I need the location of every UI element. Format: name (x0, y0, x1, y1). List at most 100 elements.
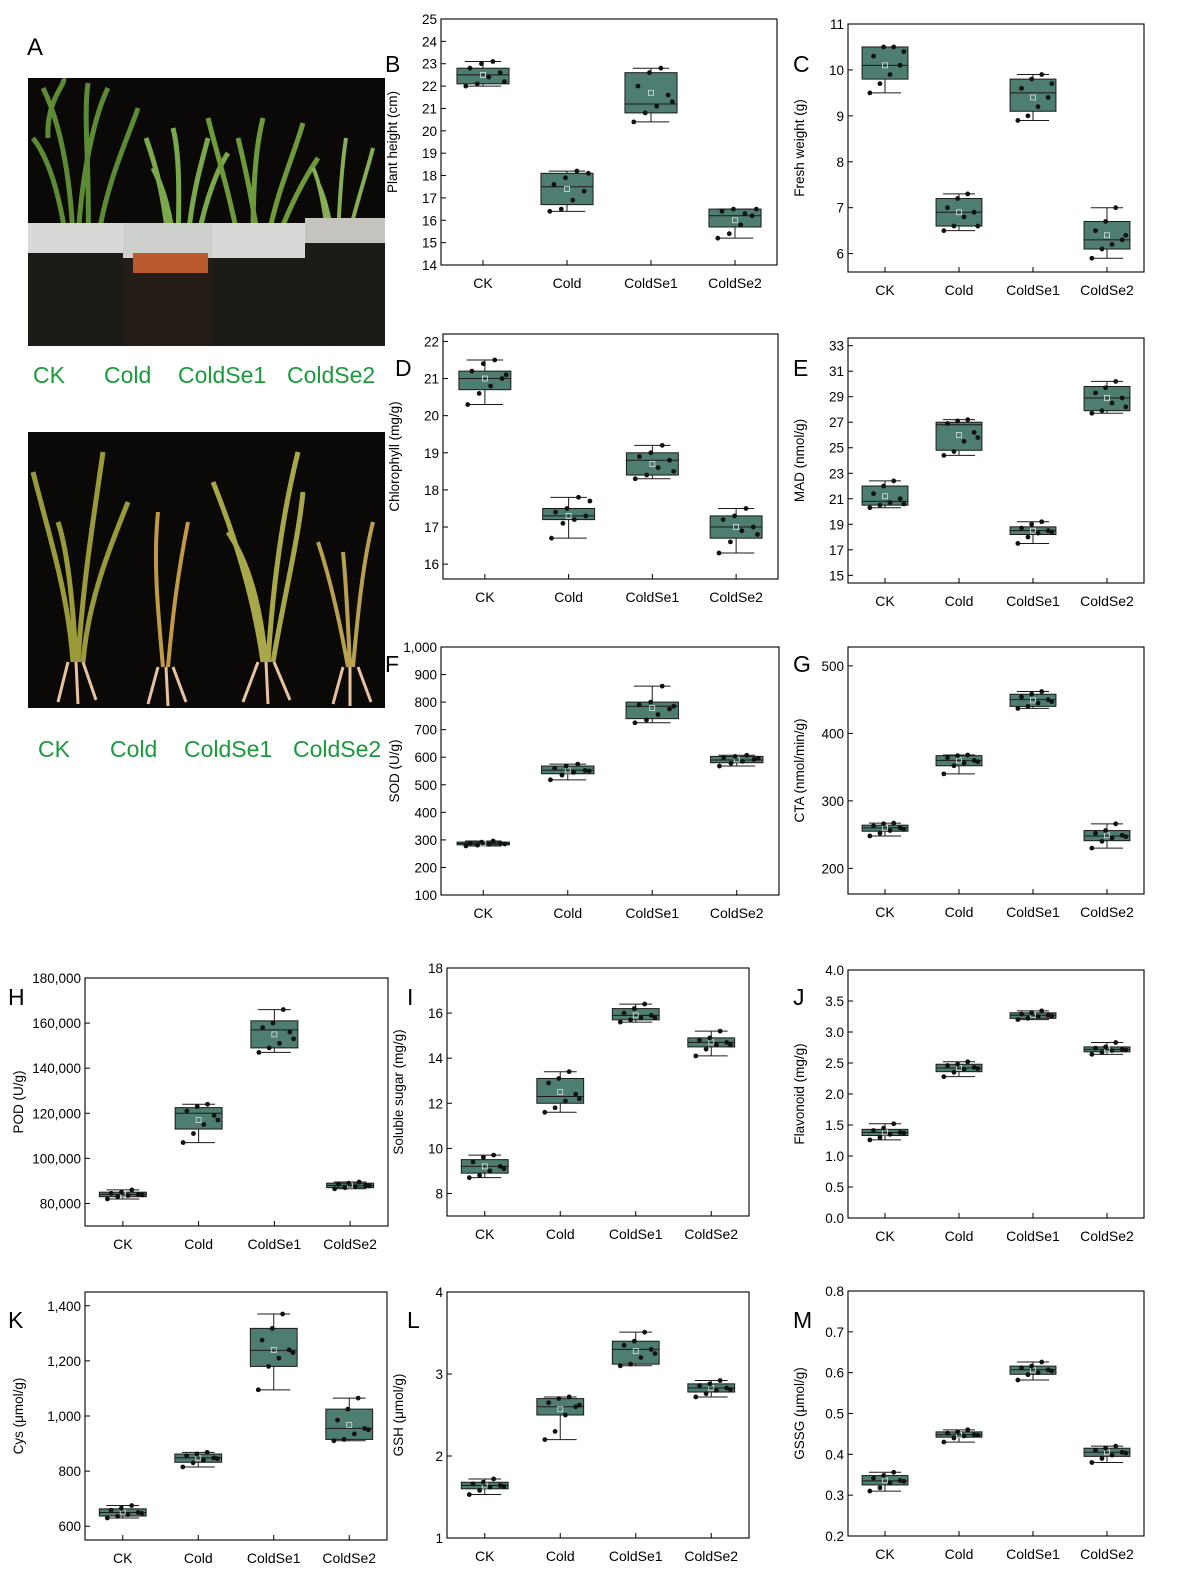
data-point (951, 763, 957, 769)
bottom-plant-photo (28, 432, 385, 708)
y-tick-label: 11 (830, 17, 844, 32)
y-tick-label: 19 (829, 517, 844, 532)
data-point (1039, 1008, 1045, 1014)
data-point (1019, 694, 1024, 700)
plot-frame (847, 1290, 1145, 1537)
data-point (638, 1015, 644, 1020)
x-tick-label: Cold (553, 905, 582, 921)
data-point (881, 44, 887, 50)
box-ck (861, 820, 909, 839)
data-point (1103, 828, 1109, 833)
data-point (1119, 1449, 1125, 1455)
box-mean (732, 217, 738, 224)
box-mean (564, 186, 570, 192)
data-point (652, 1351, 658, 1356)
y-tick-label: 27 (829, 415, 844, 430)
data-point (474, 81, 480, 87)
x-tick-label: Cold (945, 593, 974, 609)
y-tick-label: 500 (821, 659, 844, 674)
y-tick-label: 10 (428, 1141, 443, 1156)
x-tick-label: ColdSe2 (322, 1550, 376, 1566)
box-coldse2 (687, 1378, 736, 1400)
y-tick-label: 8 (836, 155, 844, 170)
y-tick-label: 2 (435, 1449, 443, 1464)
y-axis-label: GSH (μmol/g) (391, 1374, 406, 1457)
data-point (951, 223, 957, 229)
box-coldse1 (625, 442, 679, 482)
data-point (726, 231, 732, 237)
data-point (259, 1337, 265, 1343)
box-ck (861, 44, 909, 96)
data-point (738, 222, 744, 228)
box-mean (481, 375, 488, 382)
data-point (1049, 1013, 1055, 1019)
data-point (135, 1192, 141, 1197)
y-tick-label: 1.5 (825, 1118, 844, 1133)
box-coldse2 (710, 752, 764, 769)
data-point (887, 72, 893, 77)
data-point (562, 1098, 568, 1104)
data-point (549, 535, 554, 541)
data-point (961, 1066, 967, 1072)
x-tick-label: CK (875, 1546, 895, 1562)
data-point (180, 1464, 186, 1470)
panel-label-m: M (793, 1307, 812, 1333)
box-mean (564, 767, 571, 774)
data-point (628, 1361, 634, 1367)
data-point (1025, 534, 1031, 540)
box-mean (346, 1421, 353, 1428)
data-point (215, 1117, 221, 1123)
data-point (1049, 1368, 1055, 1374)
data-point (1103, 385, 1109, 391)
x-tick-label: ColdSe2 (710, 905, 764, 921)
data-point (642, 110, 648, 116)
y-tick-label: 0.0 (825, 1211, 844, 1226)
panel-label-j: J (793, 984, 805, 1010)
box-coldse2 (1083, 1443, 1131, 1465)
x-tick-label: Cold (553, 275, 582, 291)
data-point (703, 1046, 709, 1052)
box-coldse2 (1083, 205, 1131, 261)
data-point (707, 1381, 713, 1387)
box-mean (882, 1477, 888, 1484)
data-point (703, 1391, 709, 1397)
data-point (280, 1311, 286, 1317)
data-point (558, 206, 564, 212)
data-point (941, 228, 947, 234)
data-point (546, 1080, 551, 1086)
box-coldse1 (1009, 1008, 1057, 1022)
panel-label-f: F (385, 651, 399, 677)
data-point (728, 539, 733, 545)
data-point (617, 1019, 623, 1025)
chart-e: E 15 17 19 21 23 25 27 29 31 33 MAD (nmol/g) CK Cold C… (792, 337, 1145, 609)
data-point (546, 1400, 551, 1406)
x-tick-label: ColdSe1 (609, 1548, 663, 1564)
data-point (975, 435, 981, 440)
x-tick-label: CK (475, 589, 495, 605)
x-tick-label: Cold (184, 1236, 213, 1252)
data-point (108, 1190, 114, 1196)
data-point (755, 755, 761, 761)
x-tick-label: ColdSe2 (1080, 593, 1134, 609)
data-point (1123, 834, 1129, 840)
data-point (260, 1025, 266, 1030)
data-point (1089, 845, 1095, 851)
y-tick-label: 22 (424, 334, 439, 349)
data-point (1035, 700, 1041, 706)
data-point (971, 1432, 977, 1438)
data-point (867, 90, 873, 96)
data-point (1113, 1040, 1119, 1045)
plot-frame (440, 18, 778, 266)
data-point (945, 1063, 950, 1068)
x-tick-label: CK (113, 1236, 133, 1252)
x-tick-label: ColdSe1 (624, 275, 678, 291)
data-point (1123, 404, 1129, 410)
y-tick-label: 17 (829, 543, 844, 558)
x-tick-label: ColdSe1 (1006, 282, 1060, 298)
data-point (475, 842, 480, 848)
data-point (891, 478, 897, 484)
data-point (342, 1185, 348, 1191)
data-point (716, 550, 722, 556)
data-point (742, 211, 748, 216)
x-tick-label: ColdSe2 (708, 275, 762, 291)
